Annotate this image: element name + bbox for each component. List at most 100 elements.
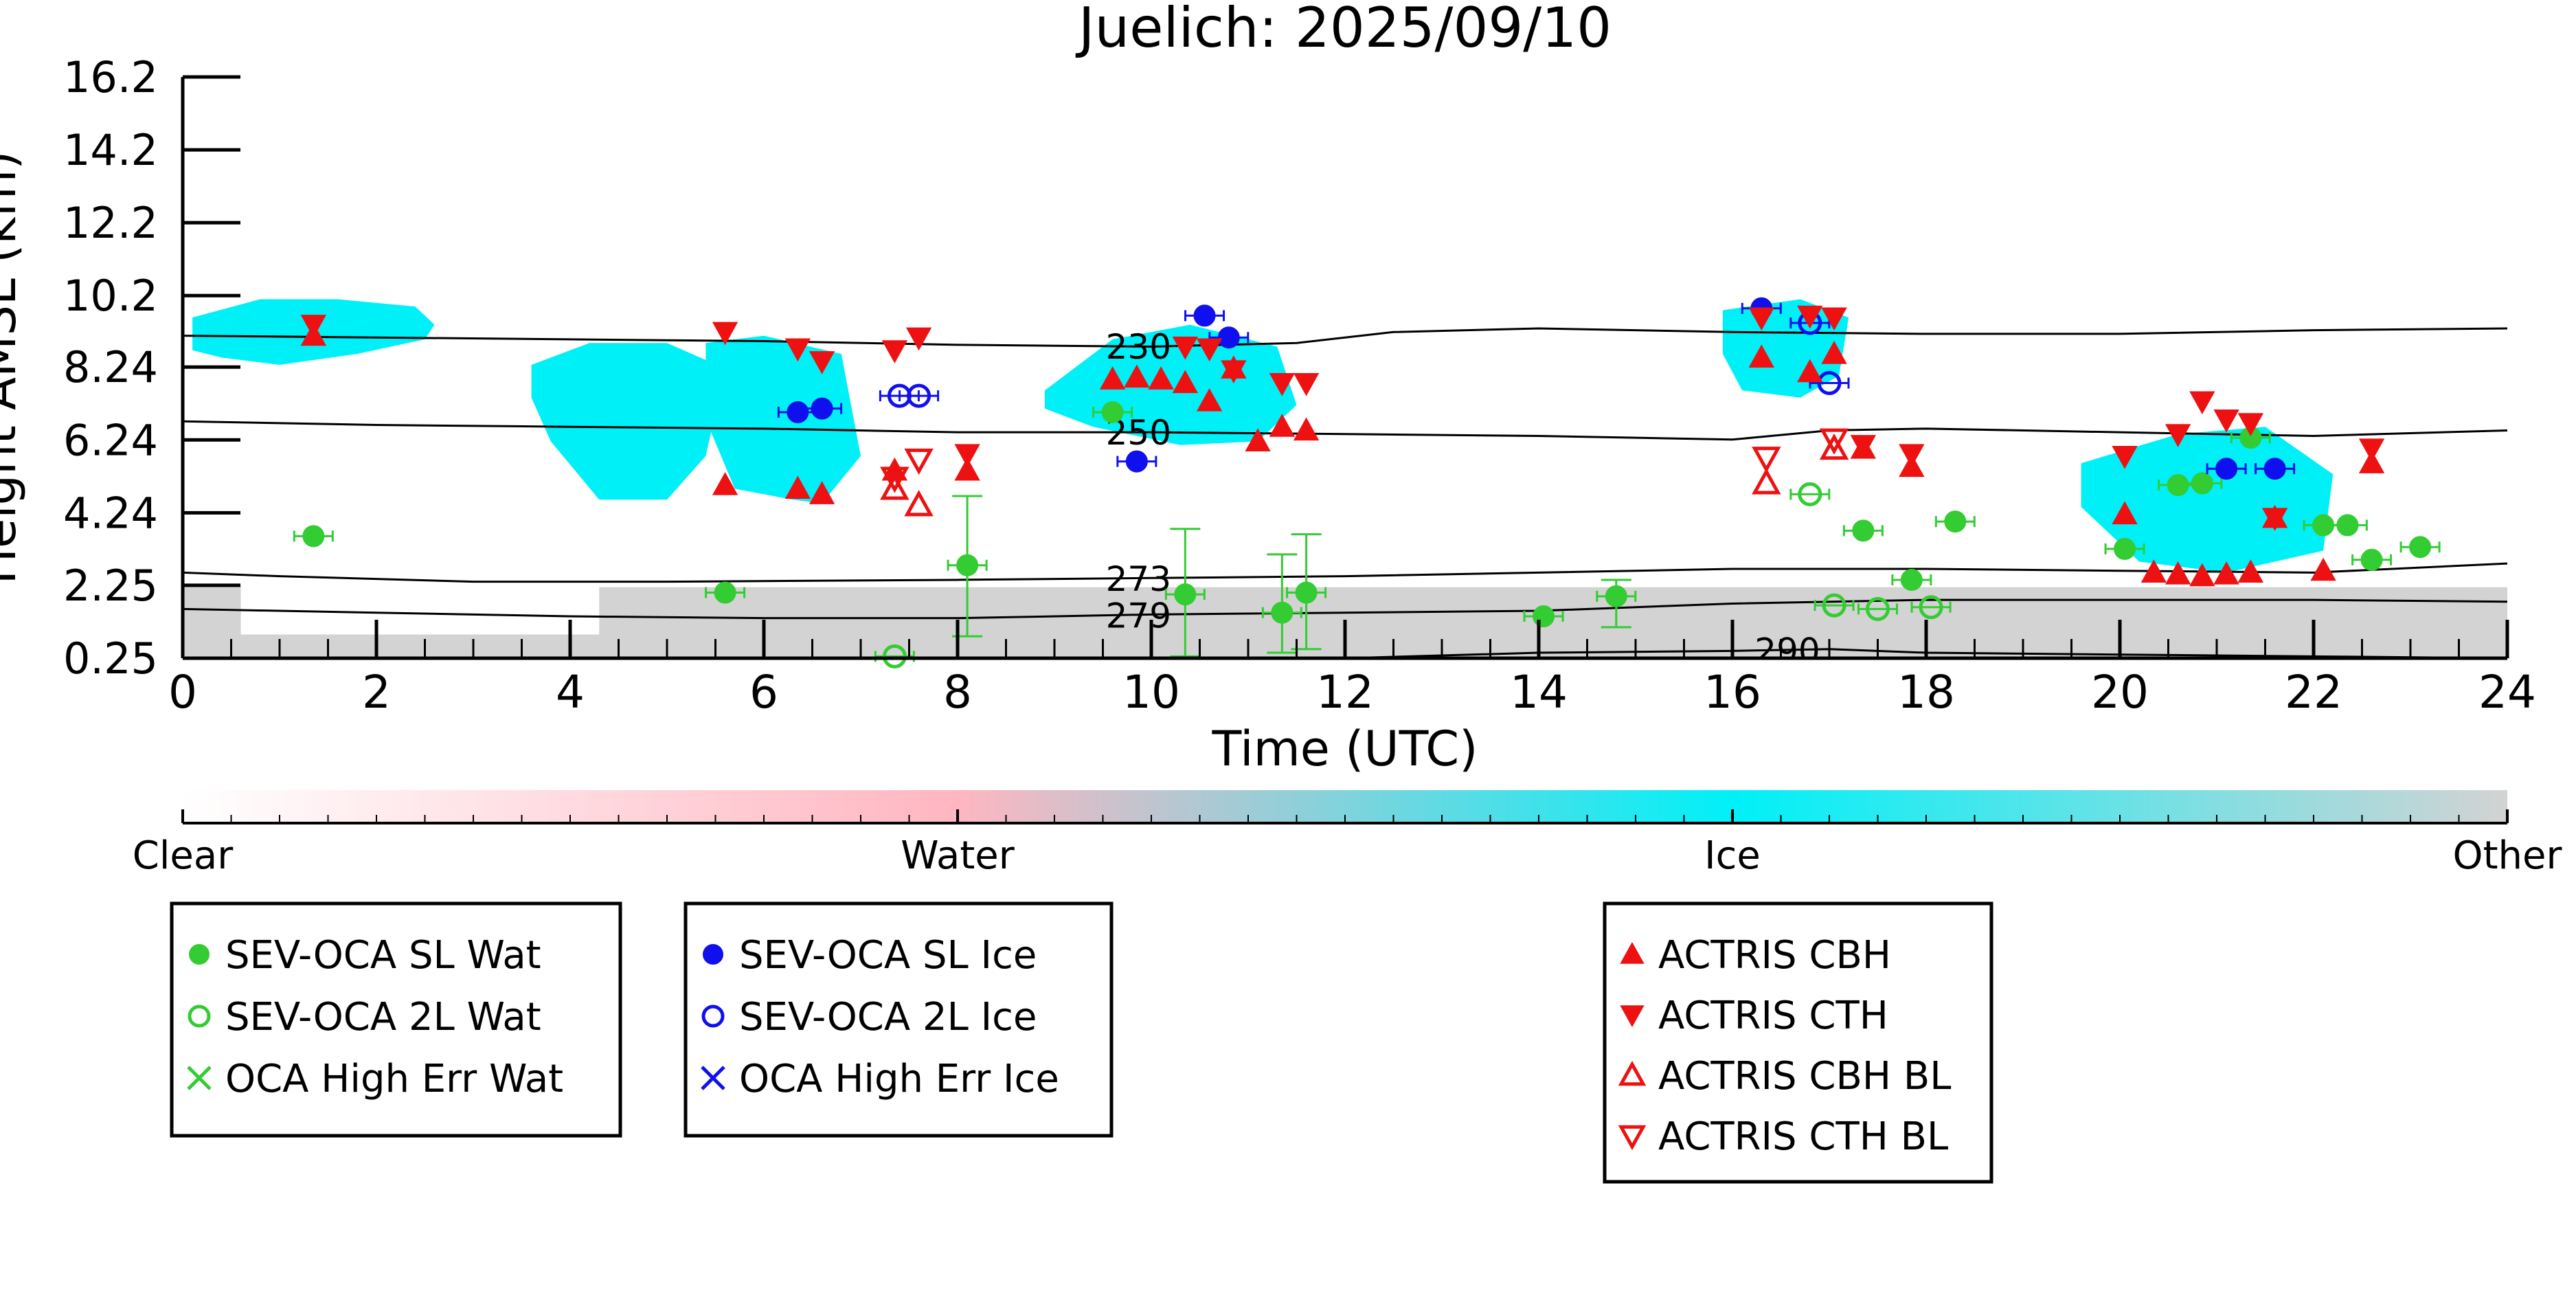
legend-ice: SEV-OCA SL Ice SEV-OCA 2L Ice OCA High Err…	[683, 901, 1114, 1138]
legend-marker-actris-cbh-bl	[1618, 1060, 1647, 1086]
data-point-sev-oca-sl-wat	[1605, 585, 1627, 607]
data-point-actris-cth	[1293, 372, 1320, 396]
isotherm-label: 273	[1106, 559, 1171, 599]
legend-label-sev-oca-2l-wat: SEV-OCA 2L Wat	[225, 995, 541, 1040]
legend-label-oca-high-err-ice: OCA High Err Ice	[739, 1057, 1059, 1101]
legend-area: SEV-OCA SL Wat SEV-OCA 2L Wat OCA High Err…	[170, 901, 1993, 1184]
legend-label-sev-oca-sl-wat: SEV-OCA SL Wat	[225, 933, 541, 978]
data-point-actris-cbh	[2237, 559, 2264, 583]
isotherm-line	[183, 420, 2507, 441]
data-point-actris-cth	[1899, 444, 1925, 468]
data-point-sev-oca-sl-ice	[787, 401, 809, 423]
isotherm-label: 279	[1106, 596, 1171, 636]
data-point-actris-cbh	[1245, 428, 1271, 452]
data-point-sev-oca-sl-ice	[811, 397, 833, 420]
data-point-actris-cth-bl	[1819, 428, 1849, 455]
data-point-actris-cbh	[1099, 366, 1126, 390]
x-tick-label: 24	[2478, 666, 2536, 719]
x-tick-label: 2	[362, 666, 391, 719]
data-point-actris-cbh	[2189, 563, 2215, 587]
data-point-sev-oca-sl-wat	[2191, 472, 2213, 495]
legend-marker-oca-high-err-wat-stroke	[187, 1066, 212, 1090]
isotherm-label: 290	[1754, 631, 1820, 671]
data-point-actris-cth	[954, 444, 980, 468]
data-point-actris-cbh-bl	[1819, 433, 1849, 460]
y-tick-label: 10.2	[63, 271, 158, 321]
legend-marker-sev-oca-sl-ice	[703, 944, 723, 965]
x-tick-label: 20	[2091, 666, 2149, 719]
x-tick-label: 14	[1510, 666, 1568, 719]
marker-layer	[293, 297, 2441, 669]
data-point-actris-cth	[881, 340, 908, 363]
data-point-actris-cbh	[1748, 344, 1774, 368]
data-point-actris-cth	[300, 315, 327, 338]
data-point-actris-cth	[2261, 508, 2288, 531]
data-point-sev-oca-sl-wat	[1944, 510, 1967, 533]
colorbar-label: Other	[2452, 833, 2562, 878]
data-point-actris-cth	[1221, 360, 1247, 384]
x-tick-label: 8	[943, 666, 972, 719]
data-point-actris-cth	[809, 351, 835, 374]
data-point-actris-cbh	[1172, 370, 1199, 394]
data-point-actris-cth	[1172, 336, 1199, 360]
isotherm-line	[183, 562, 2507, 583]
legend-actris: ACTRIS CBH ACTRIS CTH ACTRIS CBH BL ACTRIS …	[1603, 901, 1993, 1184]
legend-marker-sev-oca-2l-wat	[188, 1004, 211, 1028]
data-point-sev-oca-sl-wat	[956, 554, 979, 576]
data-point-sev-oca-2l-ice	[1817, 371, 1842, 396]
data-point-sev-oca-sl-wat	[1295, 581, 1318, 604]
legend-marker-sev-oca-sl-wat	[189, 944, 210, 965]
data-point-sev-oca-2l-wat	[1822, 593, 1846, 618]
data-point-actris-cth-bl	[880, 467, 909, 493]
data-point-sev-oca-sl-wat	[2409, 536, 2432, 559]
y-tick-label: 14.2	[63, 125, 158, 175]
x-tick-label: 10	[1122, 666, 1180, 719]
data-point-actris-cbh	[2140, 559, 2167, 583]
y-axis-label: Height AMSL (km)	[0, 151, 27, 585]
data-point-actris-cth	[2165, 424, 2191, 447]
legend-marker-sev-oca-2l-ice	[701, 1004, 725, 1028]
data-point-sev-oca-sl-wat	[1101, 401, 1124, 423]
legend-label-actris-cbh: ACTRIS CBH	[1658, 933, 1891, 978]
data-point-sev-oca-sl-wat	[2167, 474, 2189, 497]
x-tick-label: 22	[2285, 666, 2342, 719]
data-point-sev-oca-sl-wat	[2336, 514, 2359, 537]
x-tick-label: 6	[749, 666, 778, 719]
legend-water: SEV-OCA SL Wat SEV-OCA 2L Wat OCA High Err…	[170, 901, 622, 1138]
legend-marker-actris-cbh	[1620, 941, 1645, 964]
data-point-sev-oca-2l-wat	[1919, 595, 1943, 620]
data-point-sev-oca-sl-ice	[2215, 458, 2238, 480]
data-point-sev-oca-sl-wat	[1900, 568, 1923, 591]
y-tick-label: 0.25	[63, 633, 158, 684]
colorbar-label: Ice	[1704, 833, 1761, 878]
data-point-actris-cbh	[2213, 561, 2239, 585]
isotherm-line	[183, 327, 2507, 348]
y-tick-label: 6.24	[63, 415, 158, 465]
legend-marker-oca-high-err-ice-stroke	[701, 1066, 725, 1090]
x-tick-label: 12	[1316, 666, 1374, 719]
data-point-actris-cth-bl	[904, 448, 934, 475]
data-point-sev-oca-sl-ice	[2263, 458, 2286, 480]
data-point-actris-cbh	[1124, 364, 1150, 388]
data-point-actris-cbh	[2112, 501, 2138, 525]
data-point-actris-cbh	[1148, 366, 1174, 390]
data-point-sev-oca-2l-wat	[1798, 482, 1822, 506]
data-point-actris-cth	[1850, 435, 1877, 458]
data-point-actris-cbh	[712, 471, 738, 495]
y-tick-label: 8.24	[63, 342, 158, 392]
data-point-actris-cbh-bl	[880, 473, 909, 500]
cloud-region-ice	[531, 343, 725, 500]
x-tick-label: 0	[168, 666, 197, 719]
data-point-sev-oca-sl-wat	[2114, 537, 2136, 560]
data-point-sev-oca-sl-wat	[1174, 583, 1197, 606]
data-point-sev-oca-2l-wat	[1866, 596, 1890, 621]
data-point-actris-cth	[784, 338, 811, 362]
legend-marker-oca-high-err-ice	[701, 1066, 725, 1090]
data-point-actris-cth	[1269, 372, 1296, 396]
data-point-sev-oca-2l-wat	[882, 644, 907, 669]
legend-frame	[683, 901, 1114, 1138]
isotherm-line	[183, 598, 2507, 620]
data-point-sev-oca-sl-wat	[1271, 601, 1293, 624]
